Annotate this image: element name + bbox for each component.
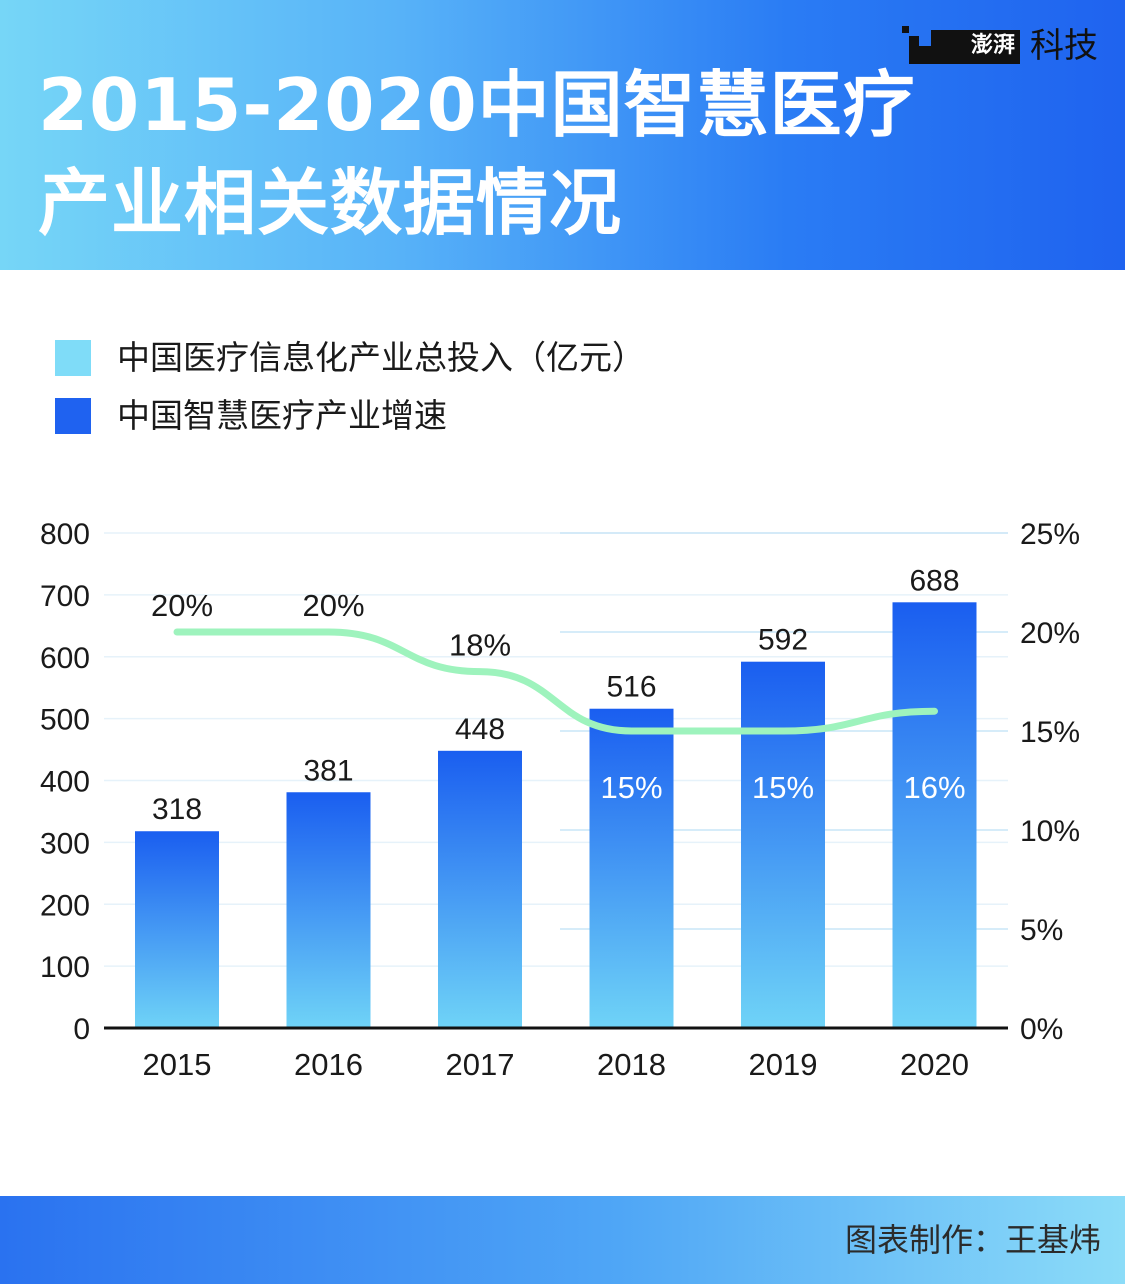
bar-value-label: 516 [606,671,656,704]
bar-value-label: 318 [152,793,202,826]
y-left-tick-label: 600 [40,642,90,675]
bar [892,602,977,1028]
y-left-tick-label: 800 [40,518,90,551]
x-tick-label: 2017 [446,1047,515,1082]
brand-text: 科技 [1030,26,1098,66]
y-left-tick-label: 100 [40,951,90,984]
y-left-tick-label: 500 [40,704,90,737]
title-line-1: 2015-2020中国智慧医疗 [38,63,916,147]
y-right-tick-label: 10% [1020,815,1080,848]
bar [135,831,219,1028]
header-banner: 2015-2020中国智慧医疗 产业相关数据情况 澎湃 科技 [0,0,1125,270]
brand-logo-text: 澎湃 [970,32,1015,58]
bar [589,708,674,1028]
bar-value-label: 592 [758,624,808,657]
growth-value-label: 15% [600,770,662,805]
growth-line [173,628,938,735]
the-paper-logo-icon [902,26,1020,64]
bar-value-label: 381 [303,754,353,787]
y-left-tick-label: 400 [40,766,90,799]
growth-value-label: 20% [302,588,364,623]
bar [286,792,371,1028]
page-title: 2015-2020中国智慧医疗 产业相关数据情况 [38,56,916,252]
legend-swatch-investment [55,340,91,376]
growth-value-label: 15% [752,770,814,805]
legend-label-investment: 中国医疗信息化产业总投入（亿元） [117,338,645,377]
x-tick-label: 2020 [900,1047,969,1082]
growth-value-label: 20% [151,588,213,623]
bar-value-label: 448 [455,713,505,746]
y-right-tick-label: 5% [1020,914,1063,947]
legend-swatch-growth [55,398,91,434]
growth-value-label: 16% [903,770,965,805]
y-left-tick-label: 0 [73,1013,90,1046]
y-right-tick-label: 0% [1020,1013,1063,1046]
combo-chart: 318 381 448 516 592 688 20% 20% 18% 15% 15% 16% 0 10… [40,518,1080,1082]
y-left-tick-label: 300 [40,827,90,860]
y-right-tick-label: 20% [1020,617,1080,650]
legend-label-growth: 中国智慧医疗产业增速 [117,396,447,435]
bar [741,661,825,1028]
x-tick-label: 2019 [749,1047,818,1082]
x-tick-label: 2018 [597,1047,666,1082]
x-tick-label: 2016 [294,1047,363,1082]
axes-layer: 0 100 200 300 400 500 600 700 800 0% 5% 10% 15% 20% 25… [40,518,1080,1082]
title-line-2: 产业相关数据情况 [38,161,623,245]
labels-layer: 318 381 448 516 592 688 20% 20% 18% 15% 15% 16% [151,564,966,826]
chart-credit: 图表制作：王基炜 [844,1221,1101,1259]
y-right-tick-label: 15% [1020,716,1080,749]
grid-layer [104,532,1008,967]
y-right-tick-label: 25% [1020,518,1080,551]
y-left-tick-label: 700 [40,580,90,613]
footer-banner: 图表制作：王基炜 [0,1196,1125,1284]
bar [438,750,522,1028]
bar-value-label: 688 [909,564,959,597]
y-left-tick-label: 200 [40,889,90,922]
bars-layer [135,602,977,1028]
x-tick-label: 2015 [143,1047,212,1082]
line-layer [173,628,938,735]
growth-value-label: 18% [449,628,511,663]
